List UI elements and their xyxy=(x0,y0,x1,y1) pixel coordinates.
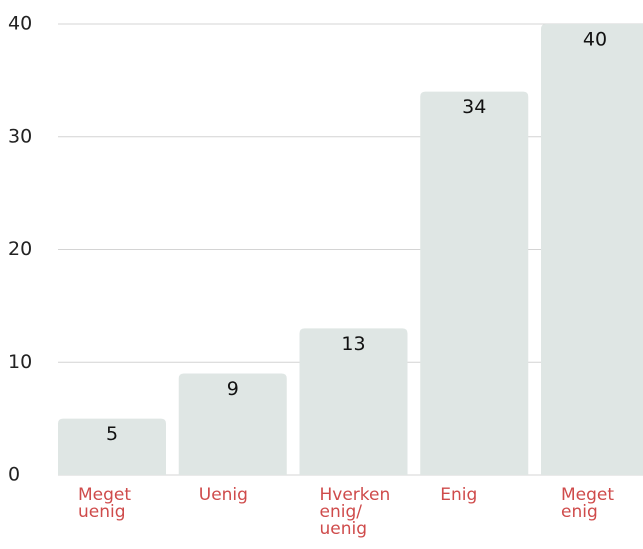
x-tick-label: Hverken enig/uenig xyxy=(320,485,391,539)
x-tick-label: Meget uenig xyxy=(78,485,131,522)
y-tick-label: 10 xyxy=(8,351,32,373)
bar xyxy=(541,24,643,475)
value-label: 34 xyxy=(462,96,486,118)
x-tick-label: Meget enig xyxy=(561,485,614,522)
y-tick-label: 20 xyxy=(8,238,32,260)
y-tick-label: 40 xyxy=(8,13,32,35)
x-tick-label: Enig xyxy=(440,485,477,505)
bar xyxy=(58,418,166,475)
bar xyxy=(420,91,529,476)
value-label: 5 xyxy=(106,423,118,445)
bar xyxy=(178,373,287,475)
value-label: 40 xyxy=(583,29,607,51)
bar xyxy=(299,328,408,475)
value-label: 13 xyxy=(341,333,365,355)
y-tick-label: 0 xyxy=(8,464,20,486)
y-tick-label: 30 xyxy=(8,125,32,147)
value-label: 9 xyxy=(227,378,239,400)
x-tick-label: Uenig xyxy=(199,485,248,505)
